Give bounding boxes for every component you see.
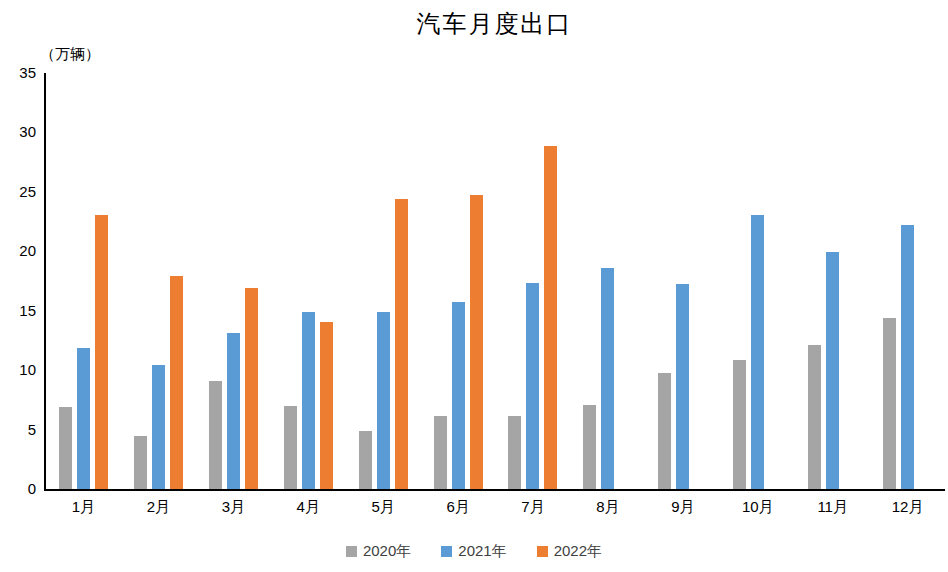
chart-container: 汽车月度出口 （万辆） 0 5 10 15 20 25 30 35 1月2月3月4月5月6月7…: [0, 0, 948, 572]
bar-2021年: [751, 215, 764, 489]
chart-title: 汽车月度出口: [44, 8, 945, 40]
bar-2021年: [302, 312, 315, 489]
bar-group: [645, 73, 720, 489]
legend-swatch: [441, 546, 452, 557]
y-tick-label: 25: [0, 183, 36, 201]
bar-2022年: [395, 199, 408, 489]
bar-2022年: [170, 276, 183, 489]
bar-2021年: [826, 252, 839, 489]
x-axis-label: 5月: [346, 498, 421, 517]
legend-label: 2020年: [363, 542, 411, 561]
bar-2021年: [377, 312, 390, 489]
bar-group: [196, 73, 271, 489]
bar-group: [870, 73, 945, 489]
plot-area: [46, 73, 945, 489]
bar-2020年: [359, 431, 372, 489]
y-tick-label: 15: [0, 302, 36, 320]
bar-2020年: [883, 318, 896, 490]
bar-2021年: [901, 225, 914, 489]
bar-2021年: [601, 268, 614, 489]
y-tick-label: 30: [0, 123, 36, 141]
bar-2021年: [676, 284, 689, 489]
y-tick-label: 20: [0, 242, 36, 260]
bar-2020年: [583, 405, 596, 489]
bar-2022年: [95, 215, 108, 489]
bar-2020年: [508, 416, 521, 489]
bar-2021年: [152, 365, 165, 489]
x-axis-label: 3月: [196, 498, 271, 517]
bar-2020年: [658, 373, 671, 489]
y-tick-label: 0: [0, 480, 36, 498]
bar-group: [496, 73, 571, 489]
bar-2021年: [227, 333, 240, 489]
legend-item: 2022年: [537, 542, 602, 561]
x-axis-label: 8月: [570, 498, 645, 517]
legend-swatch: [537, 546, 548, 557]
x-axis-label: 6月: [421, 498, 496, 517]
x-axis-line: [44, 489, 945, 491]
legend-swatch: [346, 546, 357, 557]
bar-2021年: [526, 283, 539, 489]
bar-2021年: [77, 348, 90, 489]
legend-item: 2020年: [346, 542, 411, 561]
x-axis-label: 2月: [121, 498, 196, 517]
bar-group: [46, 73, 121, 489]
bar-group: [271, 73, 346, 489]
y-axis-unit-label: （万辆）: [40, 45, 100, 64]
bar-group: [346, 73, 421, 489]
bar-group: [795, 73, 870, 489]
bar-group: [421, 73, 496, 489]
x-axis-label: 12月: [870, 498, 945, 517]
x-axis-labels: 1月2月3月4月5月6月7月8月9月10月11月12月: [46, 498, 945, 517]
bar-2021年: [452, 302, 465, 489]
bar-2022年: [470, 195, 483, 490]
y-tick-label: 35: [0, 64, 36, 82]
bar-group: [720, 73, 795, 489]
x-axis-label: 1月: [46, 498, 121, 517]
bar-2022年: [245, 288, 258, 489]
legend-item: 2021年: [441, 542, 506, 561]
bar-group: [570, 73, 645, 489]
bar-2020年: [134, 436, 147, 489]
bar-2020年: [733, 360, 746, 489]
y-tick-label: 10: [0, 361, 36, 379]
y-tick-label: 5: [0, 421, 36, 439]
x-axis-label: 7月: [496, 498, 571, 517]
legend-label: 2021年: [458, 542, 506, 561]
legend: 2020年 2021年 2022年: [0, 542, 948, 561]
bar-2020年: [209, 381, 222, 489]
bar-2020年: [434, 416, 447, 489]
x-axis-label: 4月: [271, 498, 346, 517]
x-axis-label: 10月: [720, 498, 795, 517]
bar-2022年: [544, 146, 557, 489]
bar-2020年: [808, 345, 821, 489]
x-axis-label: 11月: [795, 498, 870, 517]
bar-2022年: [320, 322, 333, 489]
bar-2020年: [284, 406, 297, 489]
bar-group: [121, 73, 196, 489]
legend-label: 2022年: [554, 542, 602, 561]
bar-2020年: [59, 407, 72, 489]
x-axis-label: 9月: [645, 498, 720, 517]
